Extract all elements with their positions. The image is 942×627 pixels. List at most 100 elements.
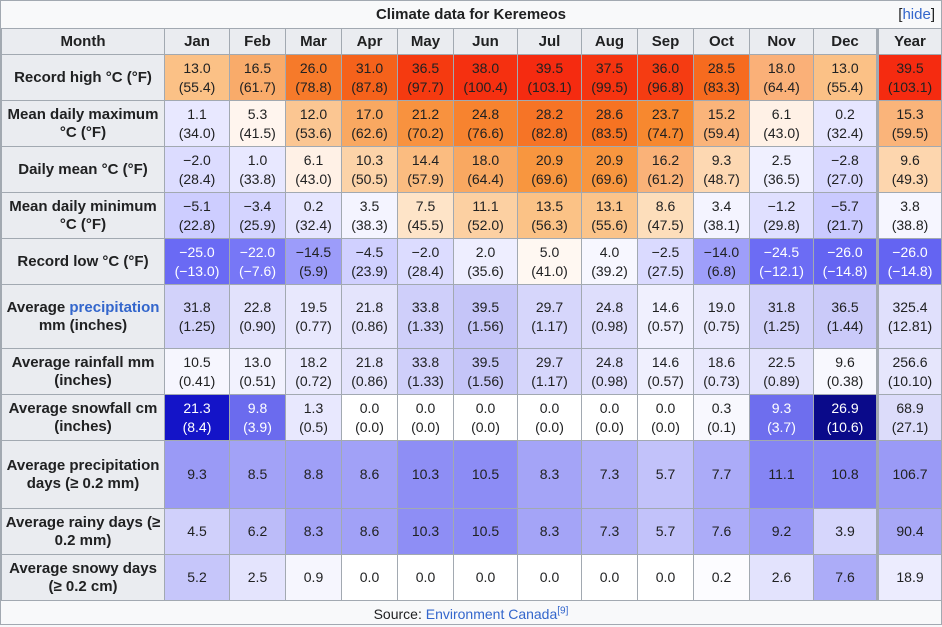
cell-value: 6.1 xyxy=(771,105,792,122)
row-label-mean-min: Mean daily minimum °C (°F) xyxy=(1,192,165,239)
cell-daily-mean-aug: 20.9 (69.6) xyxy=(581,146,638,193)
cell-value-imperial: (10.10) xyxy=(887,372,933,389)
cell-value-imperial: (55.4) xyxy=(826,78,864,95)
cell-value: 10.3 xyxy=(411,523,440,539)
cell-value-imperial: (0.90) xyxy=(239,317,276,334)
cell-value-imperial: (1.17) xyxy=(531,372,568,389)
cell-value: 5.0 xyxy=(539,243,560,260)
cell-avg-rain-dec: 9.6 (0.38) xyxy=(813,348,878,395)
cell-avg-snow-mar: 1.3 (0.5) xyxy=(285,394,342,441)
cell-value-imperial: (57.9) xyxy=(407,170,444,187)
cell-value: 13.0 xyxy=(831,59,859,76)
cell-value: 13.1 xyxy=(595,197,624,214)
cell-value: 90.4 xyxy=(896,523,924,539)
cell-value: 5.7 xyxy=(655,523,676,539)
cell-value-imperial: (69.6) xyxy=(531,170,568,187)
cell-value: −1.2 xyxy=(767,197,796,214)
cell-value-imperial: (0.73) xyxy=(703,372,740,389)
cell-value: 0.0 xyxy=(475,569,496,585)
cell-value: −2.8 xyxy=(831,151,859,168)
cell-avg-snow-jul: 0.0 (0.0) xyxy=(517,394,582,441)
month-header-jun: Jun xyxy=(453,28,518,55)
hide-toggle[interactable]: [hide] xyxy=(898,6,935,23)
cell-value: 5.7 xyxy=(655,466,676,482)
cell-avg-snow-dec: 26.9 (10.6) xyxy=(813,394,878,441)
cell-avg-precip-nov: 31.8 (1.25) xyxy=(749,284,814,349)
precipitation-link[interactable]: precipitation xyxy=(69,298,160,316)
cell-record-low-may: −2.0 (28.4) xyxy=(397,238,454,285)
cell-avg-rain-oct: 18.6 (0.73) xyxy=(693,348,750,395)
cell-value: 0.0 xyxy=(359,569,380,585)
source-prefix: Source: xyxy=(373,606,426,622)
cell-value: 0.0 xyxy=(539,569,560,585)
cell-value: 19.5 xyxy=(299,298,328,315)
cell-value: 21.3 xyxy=(183,399,211,416)
cell-value-imperial: (55.6) xyxy=(591,216,628,233)
cell-value: 8.3 xyxy=(303,523,324,539)
cell-value-imperial: (38.1) xyxy=(703,216,740,233)
row-label-mean-max: Mean daily maximum °C (°F) xyxy=(1,100,165,147)
cell-mean-max-year: 15.3 (59.5) xyxy=(876,100,942,147)
cell-record-low-feb: −22.0 (−7.6) xyxy=(229,238,286,285)
cell-daily-mean-feb: 1.0 (33.8) xyxy=(229,146,286,193)
cell-value: 22.8 xyxy=(243,298,272,315)
row-mean-min: Mean daily minimum °C (°F) −5.1 (22.8) −3.4… xyxy=(1,192,942,239)
cell-value-imperial: (69.6) xyxy=(591,170,628,187)
cell-mean-min-dec: −5.7 (21.7) xyxy=(813,192,878,239)
cell-value: 9.6 xyxy=(900,151,920,168)
cell-value-imperial: (61.7) xyxy=(239,78,276,95)
cell-value-imperial: (32.4) xyxy=(295,216,332,233)
month-header: Month xyxy=(1,28,165,55)
cell-value-imperial: (1.33) xyxy=(407,317,444,334)
cell-avg-rain-sep: 14.6 (0.57) xyxy=(637,348,694,395)
cell-mean-min-nov: −1.2 (29.8) xyxy=(749,192,814,239)
cell-value: 0.0 xyxy=(415,569,436,585)
cell-rainy-days-jan: 4.5 xyxy=(164,508,230,555)
cell-value: 13.5 xyxy=(535,197,564,214)
cell-value: 106.7 xyxy=(892,466,928,482)
cell-value-imperial: (29.8) xyxy=(763,216,800,233)
cell-value: 5.2 xyxy=(187,569,207,585)
cell-value: −2.0 xyxy=(183,151,211,168)
cell-mean-max-mar: 12.0 (53.6) xyxy=(285,100,342,147)
cell-record-low-nov: −24.5 (−12.1) xyxy=(749,238,814,285)
cell-value: 24.8 xyxy=(595,298,624,315)
cell-value-imperial: (1.56) xyxy=(467,372,504,389)
cell-value-imperial: (−13.0) xyxy=(174,262,220,279)
row-avg-snow: Average snowfall cm (inches) 21.3 (8.4) 9.8… xyxy=(1,394,942,441)
cell-mean-max-nov: 6.1 (43.0) xyxy=(749,100,814,147)
cell-value: −25.0 xyxy=(179,243,215,260)
cell-value: 38.0 xyxy=(471,59,500,76)
source-ref[interactable]: [9] xyxy=(557,605,569,617)
cell-value: 7.3 xyxy=(599,466,620,482)
source-link[interactable]: Environment Canada xyxy=(425,606,558,622)
cell-avg-precip-may: 33.8 (1.33) xyxy=(397,284,454,349)
cell-value-imperial: (5.9) xyxy=(299,262,328,279)
month-header-aug: Aug xyxy=(581,28,638,55)
cell-avg-snow-feb: 9.8 (3.9) xyxy=(229,394,286,441)
cell-precip-days-may: 10.3 xyxy=(397,440,454,509)
cell-value: 17.0 xyxy=(355,105,384,122)
cell-value-imperial: (83.3) xyxy=(703,78,740,95)
cell-daily-mean-jun: 18.0 (64.4) xyxy=(453,146,518,193)
cell-avg-snow-may: 0.0 (0.0) xyxy=(397,394,454,441)
cell-value: 10.8 xyxy=(831,466,859,482)
cell-precip-days-dec: 10.8 xyxy=(813,440,878,509)
cell-value: 18.2 xyxy=(299,353,328,370)
row-mean-max: Mean daily maximum °C (°F) 1.1 (34.0) 5.3 (4… xyxy=(1,100,942,147)
cell-value-imperial: (76.6) xyxy=(467,124,504,141)
cell-value: −4.5 xyxy=(355,243,384,260)
hide-link[interactable]: hide xyxy=(902,6,931,23)
cell-value-imperial: (−14.8) xyxy=(822,262,868,279)
cell-value-imperial: (87.8) xyxy=(351,78,388,95)
cell-value: −14.5 xyxy=(295,243,332,260)
cell-value: 28.2 xyxy=(535,105,564,122)
cell-value-imperial: (33.8) xyxy=(239,170,276,187)
cell-value: 7.6 xyxy=(835,569,855,585)
cell-avg-snow-apr: 0.0 (0.0) xyxy=(341,394,398,441)
cell-value: 9.8 xyxy=(247,399,268,416)
row-avg-rain: Average rainfall mm (inches) 10.5 (0.41) 13… xyxy=(1,348,942,395)
cell-value: 39.5 xyxy=(471,298,500,315)
cell-value-imperial: (1.17) xyxy=(531,317,568,334)
cell-record-high-aug: 37.5 (99.5) xyxy=(581,54,638,101)
